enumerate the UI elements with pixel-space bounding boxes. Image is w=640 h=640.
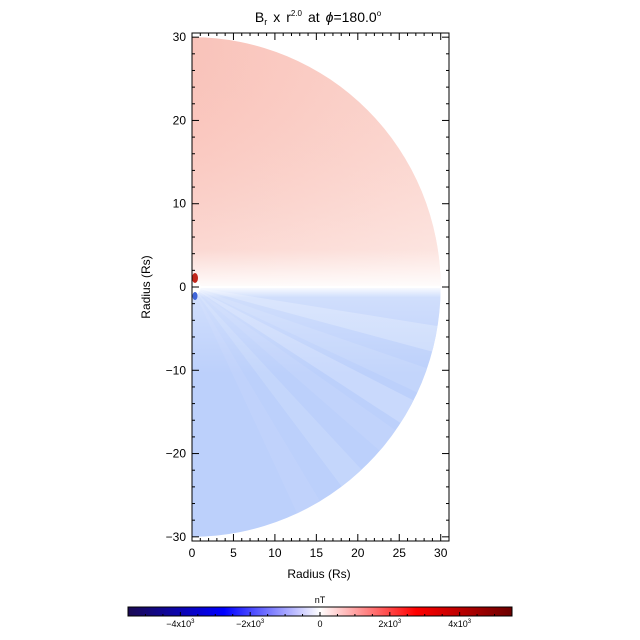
colorbar-tick-label: −2x103 xyxy=(236,619,265,629)
south-pole-spot xyxy=(192,292,198,300)
colorbar-label: nT xyxy=(315,595,326,605)
south-current-sheet-fade xyxy=(192,287,441,375)
y-axis-label: Radius (Rs) xyxy=(139,255,153,318)
north-current-sheet-fade xyxy=(192,37,441,287)
y-tick-label: −30 xyxy=(166,530,187,544)
x-tick-label: 0 xyxy=(189,546,196,560)
y-axis: 30 20 10 0 −10 −20 −30 xyxy=(166,30,449,544)
title-degree: o xyxy=(377,9,382,18)
x-tick-label: 10 xyxy=(268,546,282,560)
field-image xyxy=(192,37,441,537)
y-tick-label: 0 xyxy=(179,280,186,294)
title-angle-symbol: ϕ xyxy=(326,9,334,25)
y-tick-label: 30 xyxy=(173,30,187,44)
title-at: at xyxy=(308,9,320,25)
x-tick-label: 5 xyxy=(230,546,237,560)
title-angle-value: =180.0 xyxy=(333,9,376,25)
x-axis: 0 5 10 15 20 25 30 xyxy=(189,33,448,560)
colorbar-ticks: −4x103 −2x103 0 2x103 4x103 xyxy=(144,612,496,629)
x-tick-label: 30 xyxy=(434,546,448,560)
chart-title: Br x r2.0 at ϕ=180.0o xyxy=(255,9,382,27)
title-base: r xyxy=(286,9,291,25)
y-tick-label: −10 xyxy=(166,363,187,377)
title-exponent: 2.0 xyxy=(291,9,303,18)
colorbar-tick-label: 4x103 xyxy=(448,619,472,629)
y-tick-label: 10 xyxy=(173,197,187,211)
colorbar-tick-label: 0 xyxy=(317,619,322,629)
colorbar-tick-label: −4x103 xyxy=(166,619,195,629)
north-pole-spot xyxy=(192,273,198,283)
y-tick-label: −20 xyxy=(166,447,187,461)
title-subscript: r xyxy=(264,17,267,27)
x-tick-label: 25 xyxy=(393,546,407,560)
x-tick-label: 15 xyxy=(310,546,324,560)
colorbar-tick-label: 2x103 xyxy=(378,619,402,629)
x-axis-label: Radius (Rs) xyxy=(287,567,350,581)
y-tick-label: 20 xyxy=(173,113,187,127)
x-tick-label: 20 xyxy=(351,546,365,560)
title-quantity: B xyxy=(255,9,264,25)
title-times: x xyxy=(273,9,280,25)
